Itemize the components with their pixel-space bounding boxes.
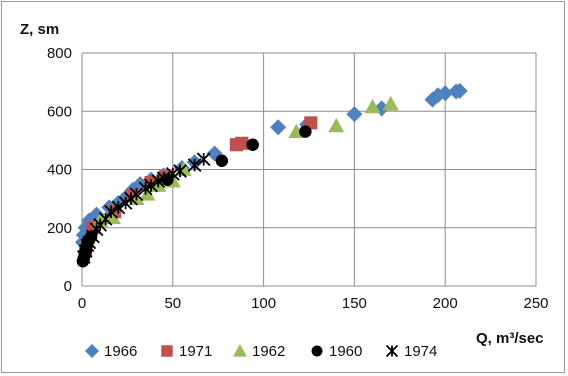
x-tick-label: 250 <box>523 295 548 312</box>
data-point-1962 <box>139 186 156 201</box>
data-point-1960 <box>299 125 312 138</box>
y-tick-label: 400 <box>47 162 72 179</box>
x-axis-ticks: 0 50 100 150 200 250 <box>78 295 549 312</box>
legend-label-1974: 1974 <box>404 343 437 360</box>
legend-marker-1966 <box>85 344 99 358</box>
y-tick-label: 200 <box>47 220 72 237</box>
data-point-1974 <box>144 178 158 193</box>
legend-label-1971: 1971 <box>179 343 212 360</box>
legend-marker-1974 <box>385 344 399 358</box>
data-point-1962 <box>104 209 121 224</box>
legend-marker-1971 <box>161 345 173 357</box>
y-tick-label: 0 <box>64 278 72 295</box>
data-point-1974 <box>111 200 126 215</box>
y-tick-label: 800 <box>47 45 72 62</box>
data-point-1974 <box>129 187 144 202</box>
x-tick-label: 0 <box>78 295 86 312</box>
data-point-1974 <box>98 212 113 226</box>
data-point-1962 <box>328 117 345 133</box>
data-point-1974 <box>156 171 171 186</box>
data-point-1966 <box>346 106 363 123</box>
data-point-1974 <box>196 152 211 167</box>
legend-label-1962: 1962 <box>252 343 285 360</box>
data-point-1966 <box>451 82 468 99</box>
data-point-1974 <box>165 166 180 181</box>
data-point-1974 <box>104 204 118 219</box>
y-tick-label: 600 <box>47 103 72 120</box>
data-point-1966 <box>437 85 454 102</box>
gridlines <box>82 52 537 286</box>
y-axis-ticks: 0 200 400 600 800 <box>47 45 72 295</box>
legend-label-1960: 1960 <box>329 343 362 360</box>
x-tick-label: 100 <box>251 295 276 312</box>
data-point-1974 <box>173 164 187 178</box>
x-tick-label: 150 <box>342 295 367 312</box>
legend: 1966 1971 1962 1960 1974 <box>85 343 437 360</box>
data-point-1966 <box>270 119 287 136</box>
data-points <box>74 82 468 268</box>
data-point-1960 <box>246 138 259 151</box>
data-point-1960 <box>215 154 229 168</box>
legend-marker-1960 <box>311 345 323 357</box>
legend-marker-1962 <box>233 344 247 357</box>
data-point-1971 <box>235 136 249 150</box>
x-tick-label: 50 <box>164 295 181 312</box>
x-axis-label: Q, m³/sec <box>476 330 544 347</box>
data-point-1962 <box>364 98 381 114</box>
x-tick-label: 200 <box>433 295 458 312</box>
data-point-1962 <box>382 95 399 111</box>
legend-label-1966: 1966 <box>104 343 137 360</box>
y-axis-label: Z, sm <box>20 21 59 38</box>
data-point-1974 <box>187 158 202 173</box>
